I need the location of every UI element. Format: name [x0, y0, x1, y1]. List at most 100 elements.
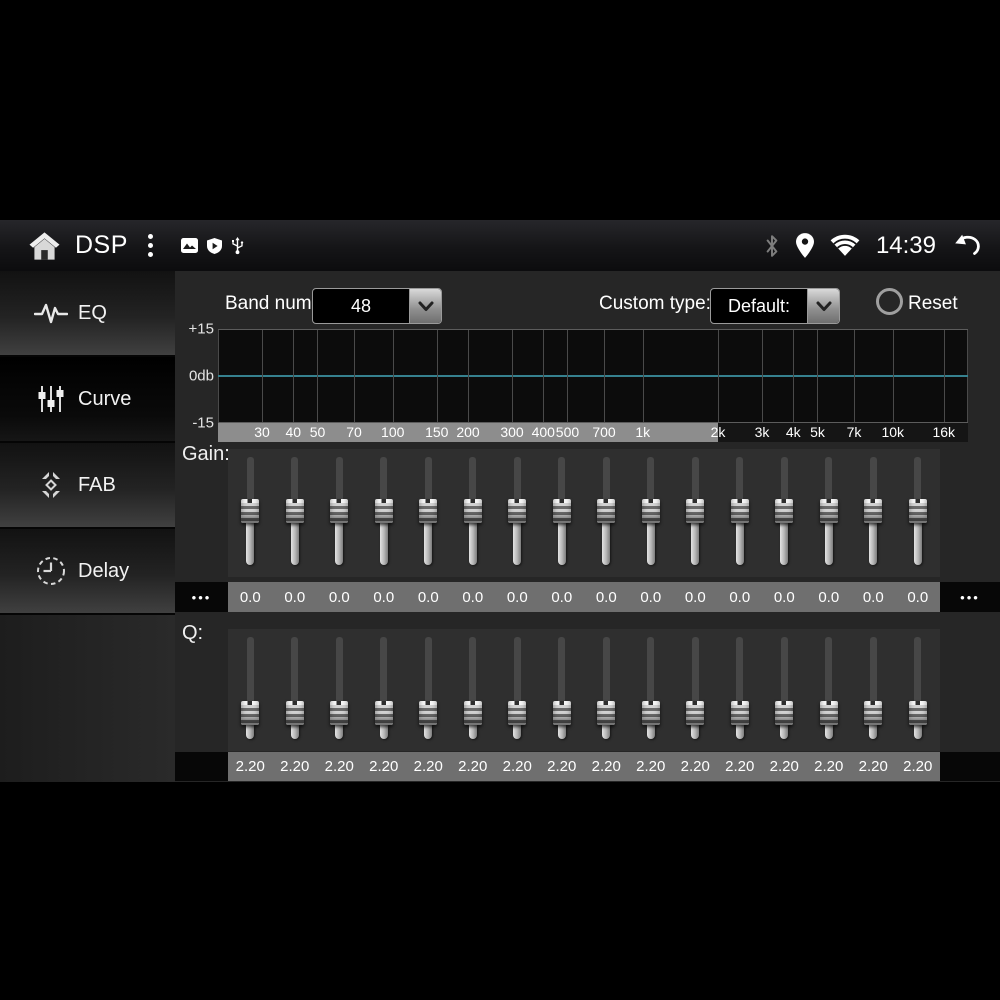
gain-slider-4[interactable]: [362, 449, 406, 577]
slider-thumb[interactable]: [686, 701, 705, 726]
gain-slider-9[interactable]: [584, 449, 628, 577]
q-slider-14[interactable]: [807, 629, 851, 751]
slider-thumb[interactable]: [775, 701, 794, 726]
sidebar-item-delay[interactable]: Delay: [0, 529, 175, 615]
menu-dots-icon[interactable]: [142, 234, 159, 257]
slider-thumb[interactable]: [508, 701, 527, 726]
slider-thumb[interactable]: [775, 499, 794, 523]
home-icon[interactable]: [28, 231, 61, 261]
q-slider-15[interactable]: [851, 629, 895, 751]
slider-thumb[interactable]: [730, 499, 749, 523]
slider-thumb[interactable]: [374, 499, 393, 523]
gain-slider-7[interactable]: [495, 449, 539, 577]
slider-thumb[interactable]: [552, 701, 571, 726]
q-slider-6[interactable]: [451, 629, 495, 751]
gain-value-11: 0.0: [684, 588, 706, 606]
q-slider-2[interactable]: [273, 629, 317, 751]
gain-slider-6[interactable]: [451, 449, 495, 577]
gain-slider-8[interactable]: [540, 449, 584, 577]
slider-thumb[interactable]: [864, 701, 883, 726]
gridline-200: [468, 330, 469, 422]
slider-thumb[interactable]: [819, 499, 838, 523]
slider-thumb[interactable]: [552, 499, 571, 523]
slider-thumb[interactable]: [463, 701, 482, 726]
slider-track-lower: [602, 523, 611, 565]
slider-thumb[interactable]: [730, 701, 749, 726]
q-slider-13[interactable]: [762, 629, 806, 751]
sidebar-item-fab[interactable]: FAB: [0, 443, 175, 529]
gridline-50: [317, 330, 319, 422]
gain-slider-11[interactable]: [673, 449, 717, 577]
slider-track-upper: [914, 457, 922, 499]
gridline-10k: [892, 330, 894, 422]
slider-thumb[interactable]: [419, 499, 438, 523]
slider-thumb[interactable]: [508, 499, 527, 523]
gain-values: 0.0 0.0 0.0 0.0 0.0 0.0 0.0 0.0 0.0 0.0 0.0 0.0 0.0 0…: [228, 582, 940, 612]
slider-track-upper: [291, 637, 299, 702]
slider-thumb[interactable]: [641, 499, 660, 523]
slider-thumb[interactable]: [285, 701, 304, 726]
q-slider-16[interactable]: [896, 629, 940, 751]
gain-scroll-left-indicator[interactable]: •••: [175, 582, 228, 612]
slider-track-lower: [290, 725, 299, 739]
slider-thumb[interactable]: [864, 499, 883, 523]
slider-thumb[interactable]: [285, 499, 304, 523]
gridline-70: [354, 330, 356, 422]
slider-thumb[interactable]: [597, 499, 616, 523]
sidebar-item-curve[interactable]: Curve: [0, 357, 175, 443]
gain-slider-15[interactable]: [851, 449, 895, 577]
slider-thumb[interactable]: [330, 701, 349, 726]
slider-thumb[interactable]: [686, 499, 705, 523]
slider-track-upper: [825, 637, 833, 702]
slider-thumb[interactable]: [330, 499, 349, 523]
gain-slider-2[interactable]: [273, 449, 317, 577]
q-slider-10[interactable]: [629, 629, 673, 751]
q-slider-1[interactable]: [228, 629, 272, 751]
custom-type-dropdown[interactable]: Default:: [710, 288, 840, 324]
slider-thumb[interactable]: [819, 701, 838, 726]
reset-radio[interactable]: [876, 288, 903, 315]
band-num-value: 48: [350, 295, 372, 316]
frequency-axis: 30 40 50 70 100 150 200 300 400 500 700 1k 2k 3k 4k 5k 7…: [218, 423, 968, 442]
slider-thumb[interactable]: [241, 499, 260, 523]
gain-slider-10[interactable]: [629, 449, 673, 577]
slider-thumb[interactable]: [463, 499, 482, 523]
q-slider-5[interactable]: [406, 629, 450, 751]
chevron-down-icon[interactable]: [807, 289, 839, 323]
q-slider-8[interactable]: [540, 629, 584, 751]
reset-label[interactable]: Reset: [908, 293, 958, 314]
q-value-7: 2.20: [502, 758, 532, 775]
gain-scroll-right-indicator[interactable]: •••: [940, 582, 1000, 612]
gain-slider-3[interactable]: [317, 449, 361, 577]
back-icon[interactable]: [952, 233, 982, 259]
gain-slider-1[interactable]: [228, 449, 272, 577]
gain-slider-13[interactable]: [762, 449, 806, 577]
q-slider-11[interactable]: [673, 629, 717, 751]
slider-thumb[interactable]: [641, 701, 660, 726]
slider-track-upper: [914, 637, 922, 702]
q-slider-9[interactable]: [584, 629, 628, 751]
q-value-row: 2.20 2.20 2.20 2.20 2.20 2.20 2.20 2.20 2.20 2.20…: [175, 752, 1000, 781]
q-slider-3[interactable]: [317, 629, 361, 751]
sidebar-item-eq[interactable]: EQ: [0, 271, 175, 357]
q-slider-12[interactable]: [718, 629, 762, 751]
slider-thumb[interactable]: [597, 701, 616, 726]
gain-slider-12[interactable]: [718, 449, 762, 577]
chevron-down-icon[interactable]: [409, 289, 441, 323]
slider-thumb[interactable]: [241, 701, 260, 726]
q-slider-7[interactable]: [495, 629, 539, 751]
slider-thumb[interactable]: [374, 701, 393, 726]
gain-slider-14[interactable]: [807, 449, 851, 577]
freq-tick-label: 3k: [754, 424, 770, 440]
q-slider-4[interactable]: [362, 629, 406, 751]
notification-icons: [180, 236, 244, 255]
slider-thumb[interactable]: [908, 499, 927, 523]
eq-curve-plot[interactable]: [218, 329, 968, 423]
gain-slider-5[interactable]: [406, 449, 450, 577]
slider-thumb[interactable]: [419, 701, 438, 726]
slider-track-lower: [557, 523, 566, 565]
band-num-dropdown[interactable]: 48: [312, 288, 442, 324]
slider-thumb[interactable]: [908, 701, 927, 726]
slider-track-upper: [335, 457, 343, 499]
gain-slider-16[interactable]: [896, 449, 940, 577]
